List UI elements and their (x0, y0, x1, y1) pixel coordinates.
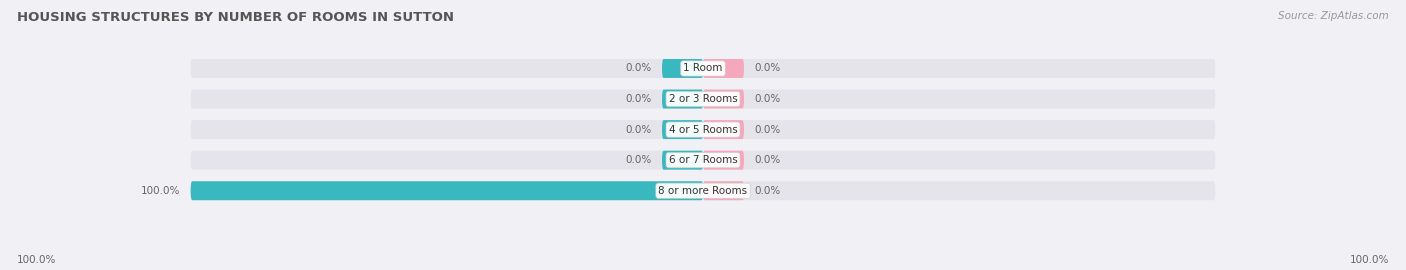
FancyBboxPatch shape (191, 59, 1215, 78)
FancyBboxPatch shape (662, 120, 703, 139)
Text: 0.0%: 0.0% (754, 124, 780, 135)
Text: 0.0%: 0.0% (754, 186, 780, 196)
Text: HOUSING STRUCTURES BY NUMBER OF ROOMS IN SUTTON: HOUSING STRUCTURES BY NUMBER OF ROOMS IN… (17, 11, 454, 24)
Text: 4 or 5 Rooms: 4 or 5 Rooms (669, 124, 737, 135)
Text: 1 Room: 1 Room (683, 63, 723, 73)
Text: 100.0%: 100.0% (1350, 255, 1389, 265)
Text: 2 or 3 Rooms: 2 or 3 Rooms (669, 94, 737, 104)
FancyBboxPatch shape (662, 151, 703, 170)
FancyBboxPatch shape (191, 181, 703, 200)
FancyBboxPatch shape (703, 90, 744, 109)
Text: 100.0%: 100.0% (141, 186, 180, 196)
Text: Source: ZipAtlas.com: Source: ZipAtlas.com (1278, 11, 1389, 21)
Text: 0.0%: 0.0% (754, 63, 780, 73)
Text: 0.0%: 0.0% (626, 94, 652, 104)
FancyBboxPatch shape (703, 59, 744, 78)
FancyBboxPatch shape (191, 151, 1215, 170)
FancyBboxPatch shape (191, 90, 1215, 109)
FancyBboxPatch shape (703, 181, 744, 200)
Text: 0.0%: 0.0% (754, 94, 780, 104)
FancyBboxPatch shape (662, 90, 703, 109)
Text: 0.0%: 0.0% (626, 63, 652, 73)
FancyBboxPatch shape (703, 120, 744, 139)
FancyBboxPatch shape (662, 59, 703, 78)
FancyBboxPatch shape (191, 181, 1215, 200)
FancyBboxPatch shape (191, 120, 1215, 139)
Text: 0.0%: 0.0% (754, 155, 780, 165)
Text: 0.0%: 0.0% (626, 124, 652, 135)
Text: 100.0%: 100.0% (17, 255, 56, 265)
Text: 6 or 7 Rooms: 6 or 7 Rooms (669, 155, 737, 165)
Text: 8 or more Rooms: 8 or more Rooms (658, 186, 748, 196)
FancyBboxPatch shape (703, 151, 744, 170)
Text: 0.0%: 0.0% (626, 155, 652, 165)
